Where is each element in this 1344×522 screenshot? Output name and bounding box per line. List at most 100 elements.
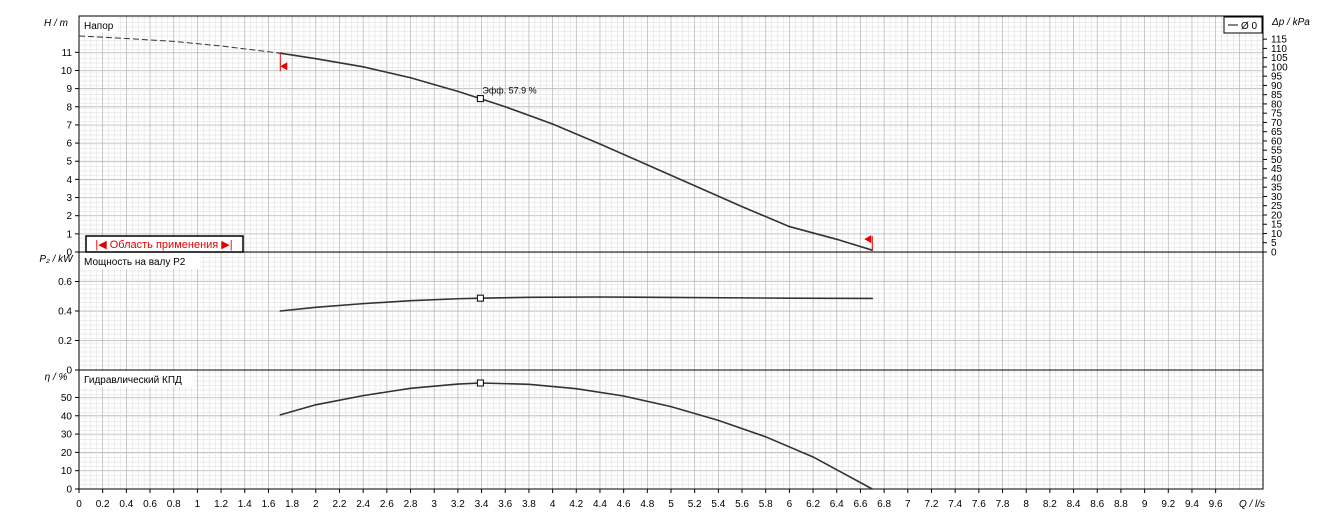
x-axis-label: Q / l/s (1239, 499, 1265, 510)
y2-tick-label: 115 (1271, 35, 1287, 46)
x-tick-label: 7.4 (948, 499, 962, 510)
y-tick-label: 5 (66, 157, 72, 168)
curve-point (835, 238, 838, 241)
x-tick-label: 9.2 (1161, 499, 1175, 510)
x-tick-label: 1.8 (285, 499, 299, 510)
x-tick-label: 8.2 (1043, 499, 1057, 510)
y-axis-label: H / m (44, 18, 68, 29)
x-tick-label: 5.2 (688, 499, 702, 510)
y2-tick-label: 95 (1271, 72, 1283, 83)
curve-point (788, 225, 791, 228)
y-tick-label: 20 (61, 448, 73, 459)
x-tick-label: 0.8 (167, 499, 181, 510)
y2-tick-label: 15 (1271, 220, 1283, 231)
y-tick-label: 4 (66, 175, 72, 186)
curve-point (812, 456, 814, 458)
x-tick-label: 4.6 (617, 499, 631, 510)
panel-title-bg (80, 17, 118, 33)
curve-point (670, 296, 672, 299)
x-tick-label: 1.4 (238, 499, 252, 510)
curve-point (409, 387, 412, 390)
x-tick-label: 7.2 (925, 499, 939, 510)
curve-point (764, 436, 767, 438)
curve-point (362, 394, 364, 397)
x-tick-label: 8.8 (1114, 499, 1128, 510)
x-tick-label: 5.4 (711, 499, 725, 510)
x-tick-label: 6.2 (806, 499, 820, 510)
curve-point (528, 296, 530, 299)
curve-point (670, 405, 672, 408)
panel-title: Гидравлический КПД (84, 375, 182, 386)
y2-tick-label: 10 (1271, 229, 1283, 240)
y-tick-label: 40 (61, 411, 73, 422)
x-tick-label: 2.2 (333, 499, 347, 510)
x-tick-label: 2.6 (380, 499, 394, 510)
y2-tick-label: 45 (1271, 164, 1283, 175)
y-tick-label: 9 (66, 84, 72, 95)
curve-point (871, 488, 874, 490)
y2-tick-label: 90 (1271, 81, 1283, 92)
bep-marker (476, 379, 484, 387)
curve-point (362, 302, 364, 305)
bep-marker (476, 95, 484, 103)
legend-box (1223, 16, 1263, 34)
panel-title: Мощность на валу P2 (84, 257, 186, 268)
x-tick-label: 4.8 (640, 499, 654, 510)
y2-tick-label: 80 (1271, 99, 1283, 110)
curve-line (280, 296, 873, 312)
x-tick-label: 8.4 (1067, 499, 1081, 510)
curve-point (362, 66, 364, 68)
x-tick-label: 6.4 (830, 499, 844, 510)
y-tick-label: 8 (66, 102, 72, 113)
y2-tick-label: 100 (1271, 62, 1288, 73)
x-tick-label: 4.4 (593, 499, 607, 510)
x-tick-label: 3.8 (522, 499, 536, 510)
x-tick-label: 6 (787, 499, 793, 510)
x-tick-label: 7.8 (996, 499, 1010, 510)
curve-point (871, 297, 874, 300)
x-tick-label: 5.6 (735, 499, 749, 510)
y-axis-label: η / % (45, 372, 68, 383)
x-tick-label: 0.6 (143, 499, 157, 510)
y-tick-label: 0 (66, 366, 72, 377)
y-tick-label: 0 (66, 485, 72, 496)
y2-axis-label: Δp / kPa (1271, 17, 1310, 28)
y-tick-label: 0.2 (58, 336, 72, 347)
x-tick-label: 7.6 (972, 499, 986, 510)
y2-tick-label: 105 (1271, 53, 1288, 64)
curve-point (741, 297, 743, 299)
curve-point (457, 297, 459, 300)
x-tick-label: 0.4 (119, 499, 133, 510)
curve-point (599, 143, 601, 145)
y2-tick-label: 50 (1271, 155, 1283, 166)
y2-tick-label: 85 (1271, 90, 1283, 101)
y2-tick-label: 20 (1271, 210, 1283, 221)
y2-tick-label: 110 (1271, 44, 1287, 55)
x-tick-label: 5.8 (759, 499, 773, 510)
curve-point (788, 297, 791, 299)
curve-point (551, 123, 554, 125)
y2-tick-label: 55 (1271, 146, 1283, 157)
y2-tick-label: 5 (1271, 238, 1277, 249)
bep-marker (476, 294, 484, 302)
x-tick-label: 1.6 (261, 499, 275, 510)
x-tick-label: 3.2 (451, 499, 465, 510)
x-tick-label: 9.4 (1185, 499, 1199, 510)
curve-point (599, 296, 601, 298)
curve-point (409, 76, 412, 79)
x-tick-label: 5 (668, 499, 674, 510)
y2-tick-label: 75 (1271, 109, 1283, 120)
y-tick-label: 50 (61, 393, 73, 404)
y2-tick-label: 60 (1271, 136, 1283, 147)
x-tick-label: 0 (76, 499, 82, 510)
curve-point (457, 383, 459, 385)
y-axis-label: P₂ / kW (39, 254, 74, 265)
x-tick-label: 2 (313, 499, 319, 510)
y2-tick-label: 35 (1271, 183, 1283, 194)
y-tick-label: 3 (66, 193, 72, 204)
range-label: |◀ Область применения ▶| (95, 239, 232, 251)
curve-point (693, 184, 696, 187)
range-label-box (85, 235, 244, 253)
x-tick-label: 7 (905, 499, 911, 510)
